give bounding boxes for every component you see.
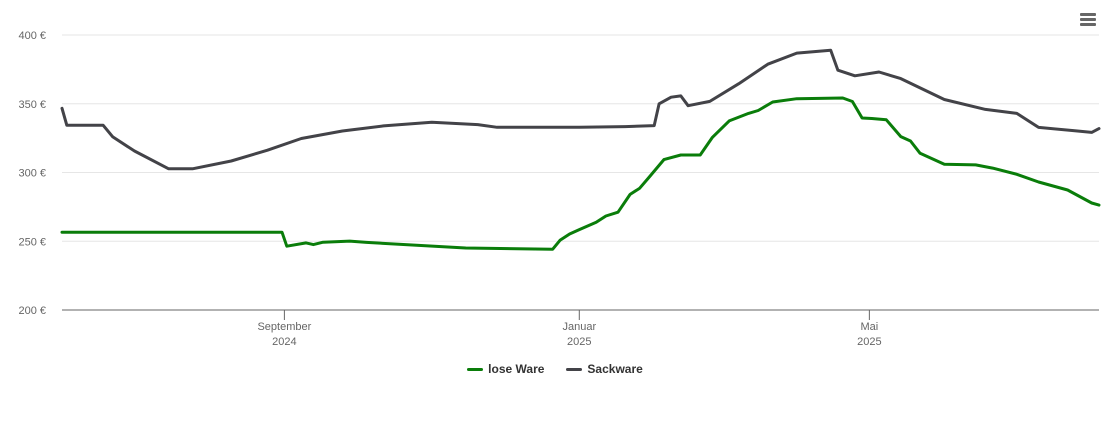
menu-bar-1	[1080, 13, 1096, 16]
legend-item-sackware[interactable]: Sackware	[566, 362, 643, 376]
legend-swatch-lose-ware	[467, 367, 484, 371]
x-tick-label: September	[257, 321, 311, 333]
x-tick-year: 2025	[567, 336, 591, 348]
legend-label-lose-ware: lose Ware	[488, 362, 545, 376]
x-tick-year: 2025	[857, 336, 881, 348]
y-tick-label: 350 €	[18, 99, 46, 111]
y-axis: 200 € 250 € 300 € 350 € 400 €	[18, 30, 46, 317]
series-group	[60, 48, 1101, 251]
x-axis: September 2024 Januar 2025 Mai 2025	[62, 309, 1099, 348]
series-line-sackware[interactable]	[60, 48, 1101, 171]
x-tick-label: Mai	[860, 321, 878, 333]
legend-label-sackware: Sackware	[587, 362, 643, 376]
x-tick-label: Januar	[562, 321, 596, 333]
x-tick-year: 2024	[272, 336, 296, 348]
legend-item-lose-ware[interactable]: lose Ware	[467, 362, 544, 376]
legend-swatch-sackware	[566, 367, 583, 371]
y-tick-label: 200 €	[18, 305, 46, 317]
grid-lines	[62, 34, 1099, 242]
chart-menu-icon[interactable]	[1077, 11, 1099, 33]
y-tick-label: 400 €	[18, 30, 46, 42]
series-line-lose-ware[interactable]	[60, 96, 1101, 251]
menu-bar-2	[1080, 18, 1096, 21]
y-tick-label: 300 €	[18, 168, 46, 180]
y-tick-label: 250 €	[18, 236, 46, 248]
menu-bar-3	[1080, 23, 1096, 26]
chart-legend: lose Ware Sackware	[0, 362, 1110, 376]
